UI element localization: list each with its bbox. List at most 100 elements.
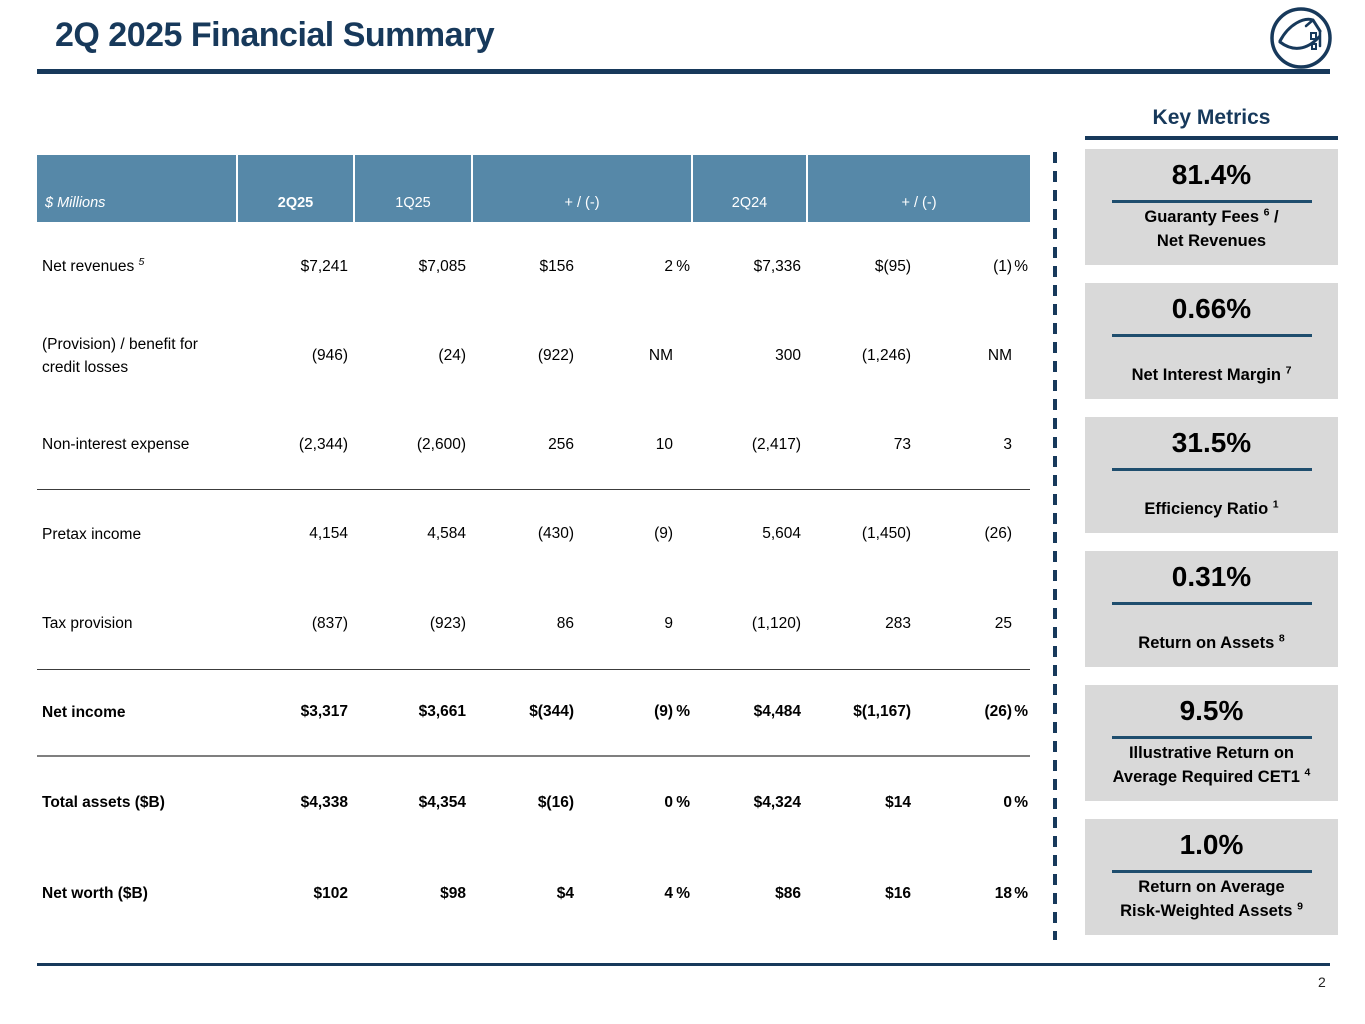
key-metric-underline xyxy=(1111,602,1312,605)
value-cell: 300 xyxy=(775,347,802,364)
row-label-cell: Total assets ($B) xyxy=(42,794,165,812)
percent-number: (26) xyxy=(984,525,1013,543)
value-cell: (2,600) xyxy=(354,401,472,490)
value-cell: $(95) xyxy=(874,257,912,275)
table-row: (Provision) / benefit for credit losses (… xyxy=(37,311,1030,401)
row-label-cell: Pretax income xyxy=(42,525,142,543)
percent-wrap: 3 xyxy=(920,436,1028,454)
table-row: Non-interest expense (2,344) (2,600) 256 10 (… xyxy=(37,401,1031,490)
column-header: + / (-) xyxy=(806,155,1031,222)
row-label-cell: Non-interest expense xyxy=(37,401,237,490)
key-metric-label: Illustrative Return on Average Required C… xyxy=(1112,743,1311,787)
table-body: Net revenues 5 $7,241 $7,085 $156 2% $7,336 $(… xyxy=(37,222,1031,939)
value-cell: (837) xyxy=(237,579,354,670)
value-cell: $4 xyxy=(556,885,574,902)
row-label-cell: Tax provision xyxy=(37,579,237,670)
key-metric-value: 0.31% xyxy=(1171,561,1252,592)
value-cell: (2,417) xyxy=(692,401,808,490)
value-cell: 86 xyxy=(472,579,582,670)
value-cell: (946) xyxy=(311,347,348,364)
key-metric-box: 0.31% Return on Assets 8 xyxy=(1085,551,1338,667)
table-row: Total assets ($B) $4,338 $4,354 $(16) 0% $4,3… xyxy=(37,756,1030,849)
value-cell: 4,584 xyxy=(427,525,466,543)
percent-wrap: 4% xyxy=(583,885,690,903)
percent-sign: % xyxy=(1014,257,1029,275)
value-cell: $14 xyxy=(885,794,912,811)
column-header: 1Q25 xyxy=(353,155,472,222)
value-cell: (922) xyxy=(537,347,574,364)
table-row: Pretax income 4,154 4,584 (430) (9) 5,604 (1,4… xyxy=(37,489,1030,579)
percent-number: 10 xyxy=(655,435,674,453)
value-cell: $16 xyxy=(885,885,912,902)
value-cell: $102 xyxy=(313,885,348,902)
change-percent-cell: (1)% xyxy=(919,222,1030,311)
value-cell: $4,354 xyxy=(418,794,466,811)
row-label-cell: Net worth ($B) xyxy=(42,885,148,903)
value-cell: (1,450) xyxy=(861,525,912,543)
value-cell: $(344) xyxy=(472,669,582,757)
value-cell: 73 xyxy=(807,401,920,490)
change-percent-cell: 18% xyxy=(919,849,1030,939)
table-row: Net revenues 5 $7,241 $7,085 $156 2% $7,336 $(… xyxy=(37,222,1030,311)
percent-number: NM xyxy=(987,347,1013,364)
percent-sign: % xyxy=(676,794,691,811)
change-percent-cell: (9) xyxy=(582,489,692,579)
change-percent-cell: NM xyxy=(582,311,692,401)
row-label-cell: Net revenues 5 xyxy=(42,255,145,275)
page-title: 2Q 2025 Financial Summary xyxy=(55,16,495,54)
title-underline xyxy=(37,69,1330,74)
value-cell: $4,484 xyxy=(692,669,808,757)
value-cell: 283 xyxy=(807,579,920,670)
row-label-cell: Net income xyxy=(37,669,237,757)
key-metrics-panel: Key Metrics 81.4% Guaranty Fees 6 /Net Re… xyxy=(1085,106,1338,935)
key-metric-label: Return on Assets 8 xyxy=(1138,632,1285,653)
change-percent-cell: (26)% xyxy=(919,669,1031,757)
financial-summary-table-wrap: $ Millions 2Q25 1Q25 + / (-) 2Q24 + / (-) Net… xyxy=(37,155,1031,939)
value-cell: (2,344) xyxy=(237,401,354,490)
percent-wrap: NM xyxy=(920,347,1028,365)
key-metric-value: 0.66% xyxy=(1171,293,1252,324)
percent-number: NM xyxy=(648,347,674,364)
key-metric-label: Efficiency Ratio 1 xyxy=(1144,498,1279,519)
change-percent-cell: (26) xyxy=(919,489,1030,579)
key-metric-box: 1.0% Return on Average Risk-Weighted Asset… xyxy=(1085,819,1338,935)
value-cell: (923) xyxy=(354,579,472,670)
row-label-cell: (Provision) / benefit for credit losses xyxy=(42,335,198,376)
value-cell: (1,246) xyxy=(861,347,912,364)
percent-sign: % xyxy=(676,257,691,275)
column-header-unit: $ Millions xyxy=(37,155,237,222)
percent-number: (9) xyxy=(654,703,674,721)
key-metric-box: 31.5% Efficiency Ratio 1 xyxy=(1085,417,1338,533)
value-cell: 256 xyxy=(472,401,582,490)
change-percent-cell: 25 xyxy=(919,579,1031,670)
key-metric-underline xyxy=(1111,334,1312,337)
footer-rule xyxy=(37,963,1330,966)
key-metric-value: 9.5% xyxy=(1179,695,1244,726)
percent-number: (9) xyxy=(654,525,674,543)
percent-number: 18 xyxy=(994,885,1013,902)
key-metric-label: Net Interest Margin 7 xyxy=(1131,364,1292,385)
key-metric-value: 1.0% xyxy=(1179,829,1244,860)
value-cell: 4,154 xyxy=(309,525,348,543)
percent-number: (26) xyxy=(984,703,1013,721)
column-header: 2Q25 xyxy=(236,155,354,222)
percent-number: 4 xyxy=(664,885,674,902)
change-percent-cell: 2% xyxy=(582,222,692,311)
percent-number: 0 xyxy=(1003,794,1013,811)
percent-wrap: 18% xyxy=(920,885,1028,903)
change-percent-cell: 0% xyxy=(919,756,1030,849)
value-cell: $3,661 xyxy=(354,669,472,757)
fannie-mae-house-logo-icon xyxy=(1270,7,1332,69)
percent-number: 3 xyxy=(1003,435,1013,453)
percent-wrap: 25 xyxy=(920,615,1028,633)
value-cell: $3,317 xyxy=(237,669,354,757)
change-percent-cell: 9 xyxy=(582,579,693,670)
percent-wrap: 10 xyxy=(583,436,690,454)
key-metric-underline xyxy=(1111,736,1312,739)
value-cell: $156 xyxy=(539,257,574,275)
column-header: + / (-) xyxy=(470,155,693,222)
value-cell: $4,338 xyxy=(300,794,348,811)
key-metric-box: 0.66% Net Interest Margin 7 xyxy=(1085,283,1338,399)
percent-number: (1) xyxy=(993,257,1013,275)
table-row: Tax provision (837) (923) 86 9 (1,120) 283 25 xyxy=(37,579,1031,670)
